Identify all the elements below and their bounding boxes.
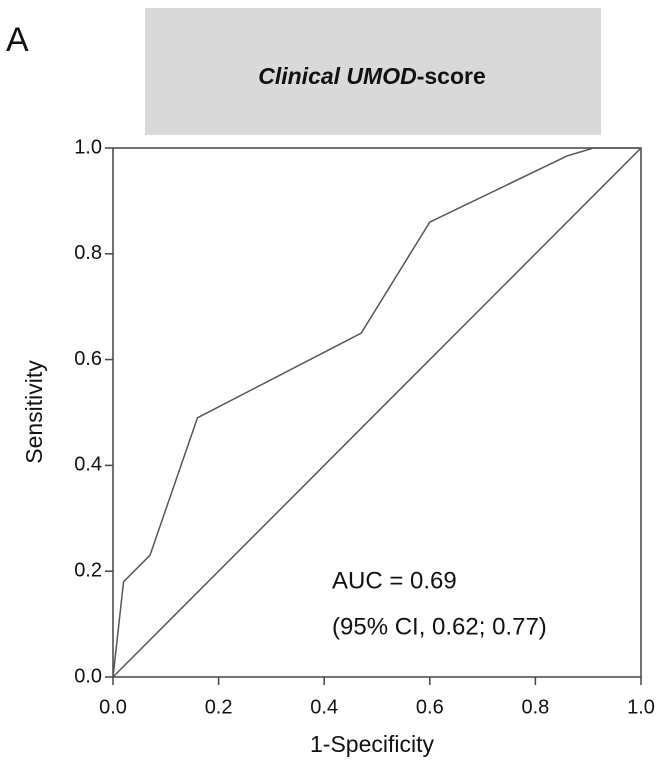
line (112, 147, 641, 678)
x-tick-label: 1.0 (627, 696, 655, 718)
plot-frame (112, 147, 642, 678)
x-tick-label: 0.2 (205, 696, 233, 718)
annotation: (95% CI, 0.62; 0.77) (332, 613, 547, 640)
y-tick-label: 0.4 (74, 454, 102, 476)
panel-label: A (6, 21, 29, 59)
chart-title: Clinical UMOD-score (258, 63, 486, 89)
x-tick-label: 0.0 (99, 696, 127, 718)
y-tick-label: 0.2 (74, 559, 102, 581)
x-axis-label: 1-Specificity (310, 731, 434, 757)
line (112, 147, 642, 678)
title-box (145, 8, 601, 135)
x-tick-label: 0.4 (310, 696, 338, 718)
y-tick-label: 0.8 (74, 242, 102, 264)
y-tick-label: 0.6 (74, 348, 102, 370)
x-tick-label: 0.8 (521, 696, 549, 718)
title-rest: -score (417, 63, 486, 89)
x-tick-label: 0.6 (416, 696, 444, 718)
y-axis-label: Sensitivity (21, 360, 47, 464)
annotation: AUC = 0.69 (332, 567, 457, 594)
title-italic: Clinical UMOD (258, 63, 416, 89)
y-tick-label: 1.0 (74, 136, 102, 158)
y-tick-label: 0.0 (74, 665, 102, 687)
